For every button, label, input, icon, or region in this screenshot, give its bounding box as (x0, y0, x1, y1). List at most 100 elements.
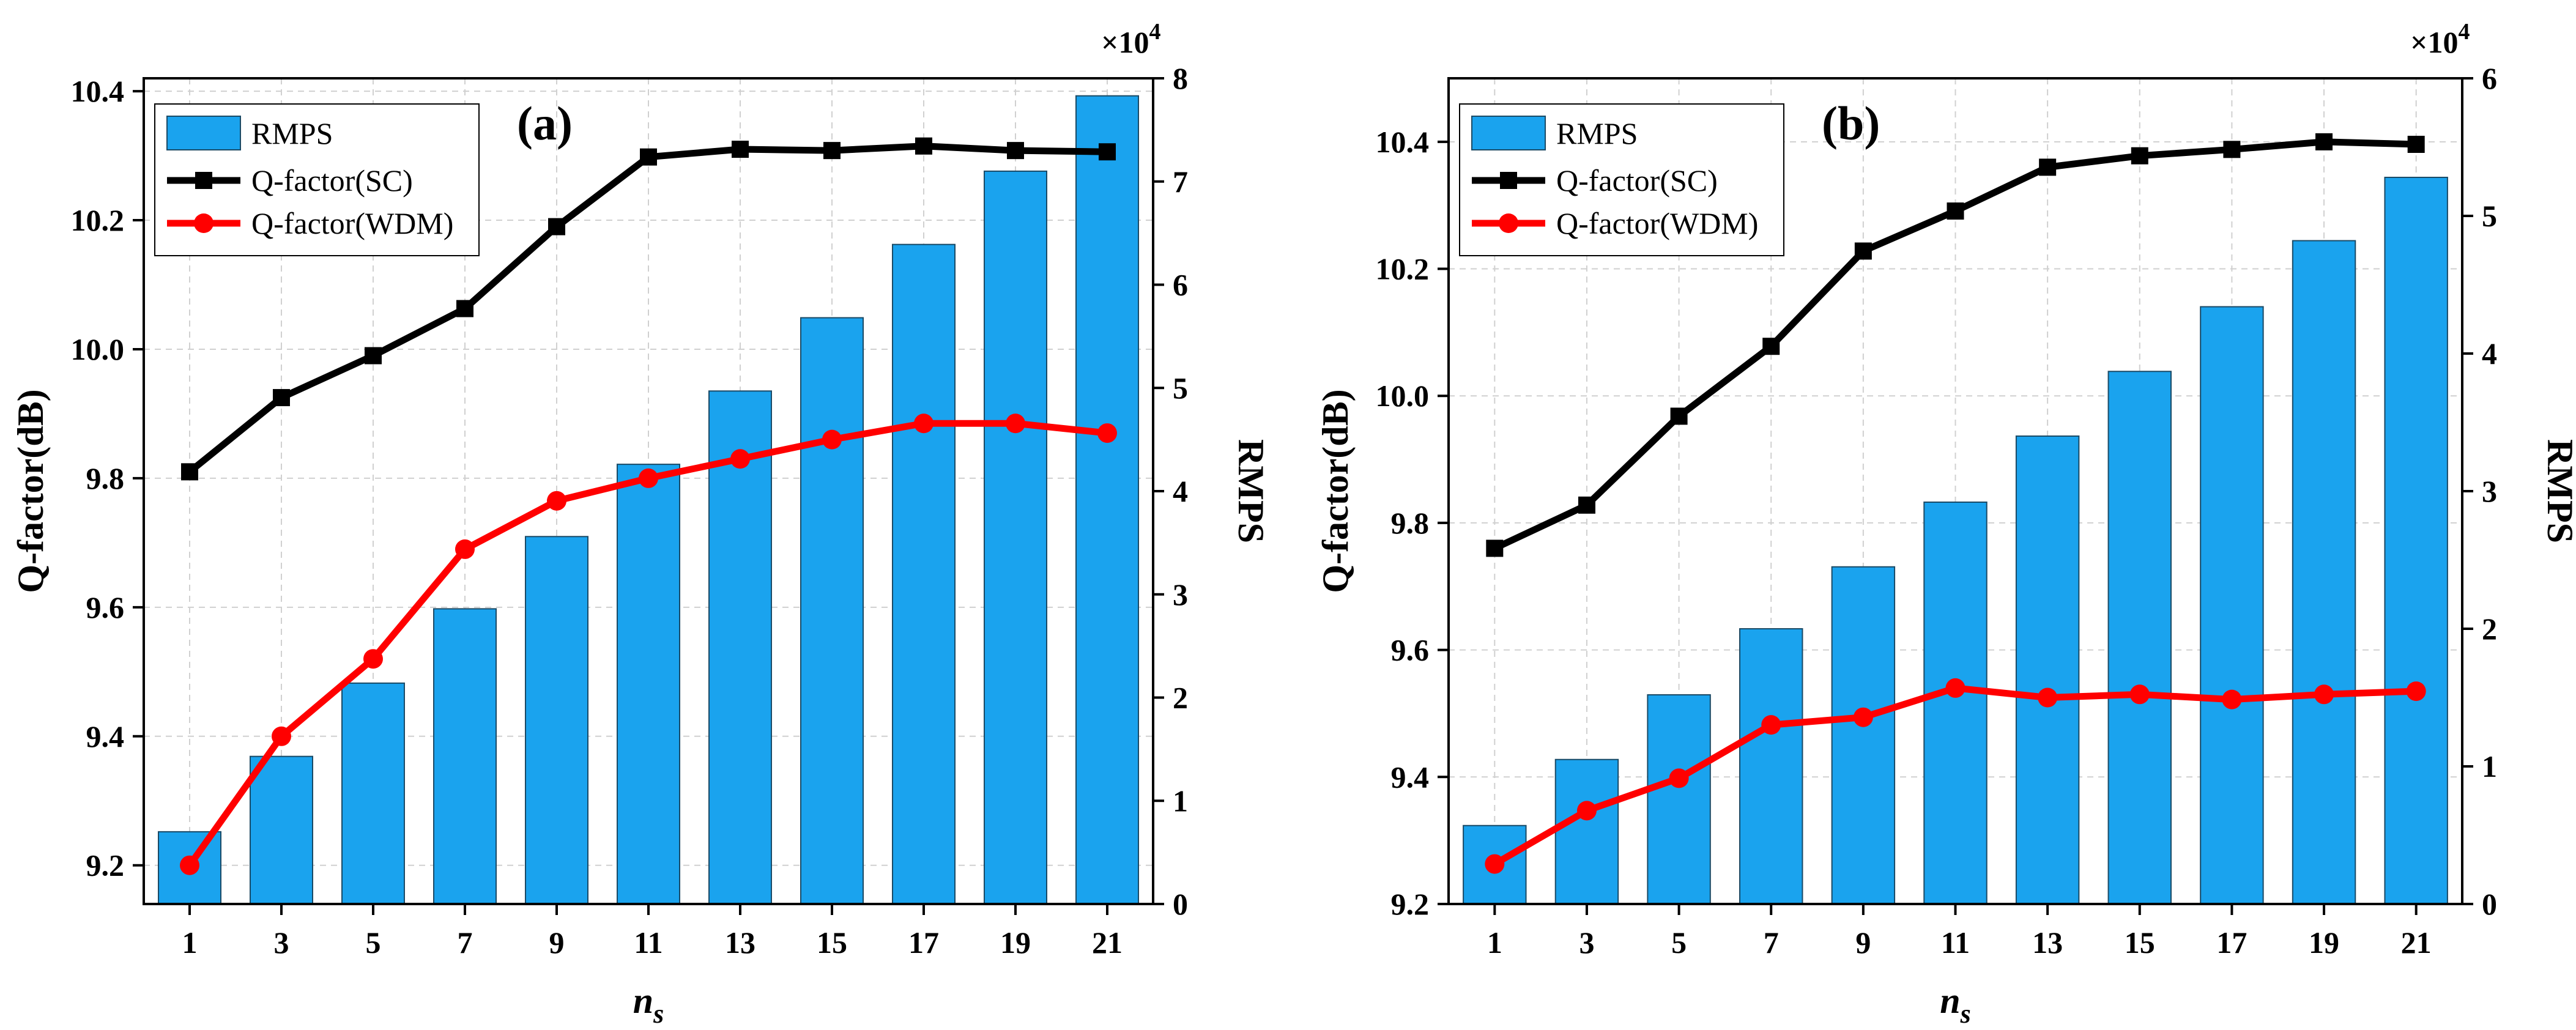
q-factor-sc-series (1486, 133, 2425, 557)
x-tick-label: 21 (1092, 925, 1123, 960)
q-factor-sc-point (1762, 338, 1780, 355)
q-factor-sc-point (365, 347, 382, 365)
x-tick-label: 7 (1764, 925, 1779, 960)
y-left-tick-label: 9.2 (86, 848, 125, 883)
q-factor-wdm-point (2222, 689, 2242, 710)
rmps-bar (617, 464, 680, 905)
rmps-bar (892, 243, 956, 905)
q-factor-wdm-point (363, 649, 383, 669)
legend-swatch-rmps (166, 116, 241, 150)
q-factor-wdm-point (455, 539, 475, 559)
q-factor-wdm-point (2038, 687, 2058, 708)
q-factor-sc-point (2039, 158, 2057, 176)
q-factor-sc-point (732, 141, 749, 158)
chart-a: 1 3 5 7 9 11 13 15 17 19 21ns9.29.49.69.810.010.21… (10, 19, 1271, 1029)
legend-label-wdm: Q-factor(WDM) (251, 206, 453, 240)
q-factor-sc-series (181, 137, 1116, 481)
rmps-bar (525, 536, 588, 905)
q-factor-sc-point (1854, 242, 1872, 260)
y-axis-left-label: Q-factor(dB) (1315, 389, 1356, 593)
x-axis-label-subscript: s (653, 999, 664, 1029)
y-axis-right: 0 1 2 3 4 5 6 (2462, 61, 2497, 921)
rmps-bar (1554, 758, 1619, 905)
legend-swatch-rmps (1471, 116, 1546, 150)
rmps-bar (2015, 435, 2080, 905)
panel-label: (a) (517, 97, 573, 150)
y-right-tick-label: 3 (1173, 577, 1188, 612)
q-factor-wdm-point (822, 429, 842, 450)
x-tick-label: 13 (725, 925, 755, 960)
x-tick-label: 3 (1579, 925, 1594, 960)
x-tick-label: 13 (2032, 925, 2063, 960)
y-left-tick-label: 10.4 (1376, 125, 1430, 159)
q-factor-wdm-point (1853, 707, 1873, 727)
x-tick-label: 7 (458, 925, 473, 960)
legend-label-rmps: RMPS (1556, 116, 1638, 150)
q-factor-sc-point (640, 148, 657, 166)
y-left-tick-label: 10.0 (1376, 379, 1430, 413)
y-left-tick-label: 9.6 (86, 590, 125, 624)
rmps-bar (341, 682, 405, 905)
y-left-tick-label: 10.0 (71, 332, 125, 366)
rmps-bar (2292, 240, 2356, 905)
y-right-tick-label: 3 (2482, 474, 2497, 508)
rmps-bars (1463, 177, 2448, 905)
right-axis-multiplier: ×104 (2410, 19, 2470, 59)
x-tick-label: 5 (366, 925, 381, 960)
q-factor-sc-point (181, 463, 198, 481)
y-right-tick-label: 5 (1173, 371, 1188, 405)
x-tick-label: 17 (908, 925, 939, 960)
y-left-tick-label: 10.2 (1376, 252, 1430, 286)
legend: RMPS Q-factor(SC) Q-factor(WDM) (1459, 103, 1784, 256)
chart-b: 1 3 5 7 9 11 13 15 17 19 21ns9.29.49.69.810.010.21… (1315, 19, 2576, 1029)
rmps-bar (250, 755, 313, 905)
y-right-tick-label: 1 (1173, 784, 1188, 818)
q-factor-wdm-point (1485, 854, 1505, 874)
rmps-bar (433, 608, 497, 905)
legend-swatch-sc-marker (195, 172, 212, 189)
y-axis-left: 9.2 9.4 9.6 9.8 10.0 10.2 10.4 (71, 74, 144, 883)
y-left-tick-label: 9.6 (1391, 633, 1430, 667)
y-right-tick-label: 5 (2482, 199, 2497, 233)
q-factor-wdm-point (2406, 681, 2426, 702)
x-tick-label: 19 (1000, 925, 1031, 960)
rmps-bar (984, 170, 1047, 905)
q-factor-wdm-point (1097, 423, 1117, 443)
multiplier-exponent: 4 (2459, 19, 2470, 45)
q-factor-sc-point (823, 142, 841, 160)
q-factor-wdm-point (1669, 768, 1689, 788)
x-axis: 1 3 5 7 9 11 13 15 17 19 21 (182, 904, 1123, 960)
q-factor-wdm-point (180, 855, 199, 875)
q-factor-sc-point (1947, 202, 1964, 220)
rmps-bar (1923, 502, 1988, 905)
rmps-bar (2107, 371, 2172, 905)
y-right-tick-label: 6 (1173, 268, 1188, 302)
multiplier-base: ×10 (1101, 25, 1149, 59)
x-tick-label: 1 (182, 925, 198, 960)
legend-label-sc: Q-factor(SC) (251, 163, 413, 198)
multiplier-exponent: 4 (1149, 19, 1161, 45)
x-axis-label-base: n (633, 980, 653, 1021)
x-axis-label: ns (633, 980, 664, 1029)
y-right-tick-label: 2 (2482, 612, 2497, 646)
q-factor-wdm-point (547, 491, 566, 511)
q-factor-wdm-point (639, 468, 658, 488)
y-axis-left-label: Q-factor(dB) (10, 389, 51, 593)
y-axis-left: 9.2 9.4 9.6 9.8 10.0 10.2 10.4 (1376, 125, 1449, 921)
rmps-bar (1831, 566, 1896, 905)
x-tick-label: 15 (817, 925, 847, 960)
multiplier-base: ×10 (2410, 25, 2459, 59)
rmps-bar (1647, 694, 1711, 905)
x-tick-label: 11 (634, 925, 663, 960)
x-tick-label: 15 (2125, 925, 2155, 960)
q-factor-sc-point (1578, 496, 1595, 514)
y-right-tick-label: 4 (1173, 474, 1188, 508)
q-factor-sc-point (1670, 407, 1688, 425)
y-axis-right-label: RMPS (2540, 439, 2576, 543)
y-left-tick-label: 9.4 (1391, 760, 1430, 794)
q-factor-wdm-point (2129, 684, 2150, 705)
panel-label: (b) (1822, 97, 1880, 150)
q-factor-wdm-point (1576, 801, 1597, 821)
y-axis-right-label: RMPS (1231, 439, 1271, 543)
